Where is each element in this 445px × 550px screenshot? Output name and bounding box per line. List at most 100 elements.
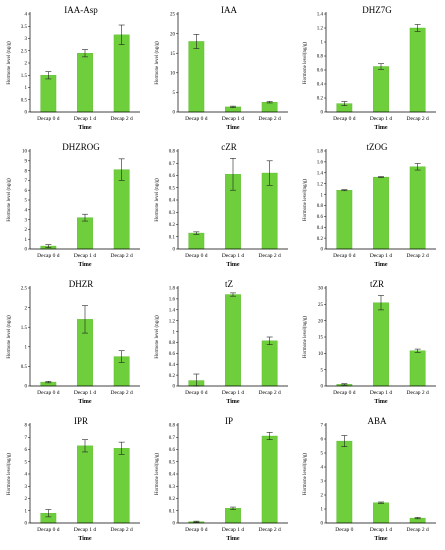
- chart-svg: tZ 0 0.2 0.4 0.6 0.8 1 1.2 1.4 1.6 1.8 Decap 0 d Dec…: [155, 279, 288, 405]
- y-tick-label: 0: [173, 111, 176, 116]
- error-bar: [414, 24, 421, 32]
- chart-panel-tzr: tZR 0 5 10 15 20 25 30 Decap 0 d Decap 1 d Decap 2…: [296, 274, 444, 411]
- error-bar: [414, 348, 421, 353]
- bar-1: [336, 190, 353, 250]
- y-axis-label: Hormone level(ng/g): [155, 453, 160, 495]
- error-bar: [378, 176, 384, 178]
- y-tick-label: 0.4: [317, 83, 324, 88]
- x-tick-label: Decap 2 d: [111, 527, 134, 533]
- y-tick-label: 0.6: [317, 215, 324, 220]
- y-tick-label: 1.2: [169, 319, 176, 324]
- chart-panel-iaa: IAA 0 5 10 15 20 25 Decap 0 d Decap 1 d Decap 2 d…: [148, 0, 296, 137]
- y-tick-label: 4: [25, 13, 28, 18]
- chart-title: tZR: [370, 279, 384, 289]
- y-tick-label: 1: [321, 508, 324, 513]
- error-bar: [266, 160, 273, 186]
- bar-1: [336, 440, 353, 524]
- y-tick-label: 0.2: [317, 237, 324, 242]
- y-tick-label: 10: [22, 150, 28, 155]
- bar-2: [77, 53, 93, 113]
- y-tick-label: 0: [173, 385, 176, 390]
- bar-1: [188, 232, 205, 250]
- error-bar: [193, 231, 200, 235]
- chart-svg: DHZROG 0 1 2 3 4 5 6 7 8 9 10 Decap 0 d Decap 1 d Deca…: [7, 142, 140, 268]
- x-tick-label: Decap 1 d: [74, 390, 97, 396]
- chart-panel-dhzrog: DHZROG 0 1 2 3 4 5 6 7 8 9 10 Decap 0 d Decap 1 d Deca…: [0, 137, 148, 274]
- x-tick-label: Decap 2 d: [259, 253, 282, 259]
- y-tick-label: 0: [321, 522, 324, 527]
- y-tick-label: 0.2: [169, 374, 176, 379]
- chart-panel-dhzr: DHZR 0 0.5 1 1.5 2 2.5 Decap 0 d Decap 1 d Decap …: [0, 274, 148, 411]
- y-tick-label: 5: [173, 91, 176, 96]
- x-tick-label: Decap 1 d: [222, 253, 245, 259]
- chart-title: IPR: [74, 416, 88, 426]
- y-tick-label: 0: [25, 385, 28, 390]
- y-tick-label: 0.4: [169, 363, 176, 368]
- error-bar: [378, 501, 384, 504]
- chart-svg: IP 0 0.1 0.2 0.3 0.4 0.5 0.6 0.7 0.8 Decap 0 d Deca…: [155, 416, 288, 542]
- x-tick-label: Decap 0: [335, 527, 353, 533]
- y-axis-label: Hormone level (ng/g): [7, 315, 12, 359]
- y-tick-label: 30: [318, 287, 324, 292]
- x-tick-label: Decap 2 d: [407, 253, 430, 259]
- chart-svg: IAA-Asp 0 0.5 1 1.5 2 2.5 3 3.5 4 Decap 0 d Decap 1…: [7, 5, 140, 131]
- chart-title: DHZROG: [62, 142, 100, 152]
- y-tick-label: 25: [318, 303, 324, 308]
- chart-title: tZOG: [367, 142, 388, 152]
- y-tick-label: 0.5: [21, 98, 28, 103]
- chart-title: IAA-Asp: [64, 5, 98, 15]
- y-axis-label: Hormone level (ng/g): [7, 41, 12, 85]
- error-bar: [45, 380, 52, 384]
- y-tick-label: 1.6: [169, 298, 176, 303]
- y-tick-label: 2: [321, 494, 324, 499]
- chart-svg: IPR 0 1 2 3 4 5 6 7 8 Decap 0 d Decap 1 d Decap 2 d T…: [7, 416, 140, 542]
- y-tick-label: 1.2: [317, 27, 324, 32]
- y-tick-label: 4: [25, 473, 28, 478]
- chart-panel-czr: cZR 0 0.1 0.2 0.3 0.4 0.5 0.6 0.7 0.8 Decap 0 d Dec…: [148, 137, 296, 274]
- x-tick-label: Decap 2 d: [111, 253, 134, 259]
- y-tick-label: 0: [321, 111, 324, 116]
- y-tick-label: 0.8: [169, 424, 176, 429]
- y-tick-label: 1.5: [21, 74, 28, 79]
- y-axis-label: Hormone level(ng/g): [303, 316, 308, 358]
- bar-2: [373, 502, 389, 524]
- y-tick-label: 0.7: [169, 436, 176, 441]
- y-axis-label: Hormone level(ng/g): [303, 42, 308, 84]
- x-tick-label: Decap 1 d: [370, 253, 393, 259]
- x-tick-label: Decap 1 d: [370, 116, 393, 122]
- y-axis-label: Hormone level(ng/g): [7, 453, 12, 495]
- y-tick-label: 0.2: [169, 497, 176, 502]
- x-axis-label: Time: [78, 262, 92, 268]
- y-tick-label: 0.7: [169, 162, 176, 167]
- x-tick-label: Decap 1 d: [222, 390, 245, 396]
- y-tick-label: 1.5: [21, 326, 28, 331]
- x-tick-label: Decap 2 d: [259, 390, 282, 396]
- error-bar: [118, 441, 125, 455]
- x-tick-label: Decap 0 d: [333, 116, 356, 122]
- y-tick-label: 7: [321, 424, 324, 429]
- bar-2: [225, 508, 241, 524]
- y-tick-label: 2.5: [21, 287, 28, 292]
- x-tick-label: Decap 1 d: [222, 527, 245, 533]
- x-axis-label: Time: [78, 399, 92, 405]
- bar-2: [225, 294, 241, 387]
- bar-3: [261, 340, 278, 387]
- y-tick-label: 10: [170, 72, 176, 77]
- y-tick-label: 1: [321, 193, 324, 198]
- x-tick-label: Decap 1 d: [370, 390, 393, 396]
- x-tick-label: Decap 2 d: [407, 116, 430, 122]
- x-tick-label: Decap 0 d: [333, 253, 356, 259]
- y-tick-label: 0.1: [169, 509, 176, 514]
- x-tick-label: Decap 0 d: [37, 116, 60, 122]
- y-tick-label: 0: [173, 522, 176, 527]
- y-tick-label: 2: [25, 306, 28, 311]
- y-tick-label: 2: [25, 228, 28, 233]
- error-bar: [341, 101, 348, 106]
- error-bar: [341, 383, 348, 386]
- y-tick-label: 3: [25, 218, 28, 223]
- x-tick-label: Decap 0 d: [37, 527, 60, 533]
- y-tick-label: 3: [25, 37, 28, 42]
- y-tick-label: 0: [25, 248, 28, 253]
- error-bar: [82, 213, 88, 222]
- chart-panel-tzog: tZOG 0 0.2 0.4 0.6 0.8 1 1.2 1.4 1.6 1.8 Decap 0 d D…: [296, 137, 444, 274]
